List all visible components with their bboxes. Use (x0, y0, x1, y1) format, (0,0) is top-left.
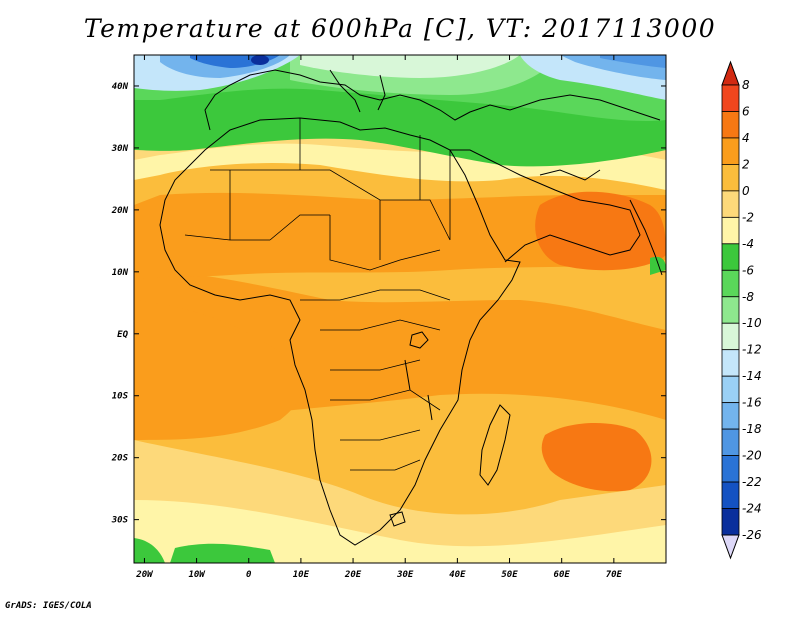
chart-title: Temperature at 600hPa [C], VT: 201711300… (83, 14, 717, 43)
field-nw-coldcore (251, 55, 269, 65)
y-tick-label: 30S (111, 516, 129, 526)
india-coast (629, 199, 663, 276)
colorbar-swatch (721, 481, 740, 509)
colorbar-swatch (721, 296, 740, 324)
field-e-green (650, 256, 666, 275)
colorbar-label: -2 (742, 210, 754, 224)
colorbar-label: 0 (742, 184, 750, 198)
colorbar-swatch (721, 455, 740, 483)
coastlines (159, 69, 663, 546)
colorbar-swatch (721, 428, 740, 456)
colorbar-swatch (721, 322, 740, 351)
colorbar-label: 2 (742, 157, 750, 171)
field-arabia-hot (535, 191, 666, 271)
colorbar-label: -16 (742, 396, 762, 410)
colorbar-label: -18 (742, 422, 762, 436)
x-tick-label: 50E (501, 570, 518, 580)
lake-tanganyika (404, 359, 411, 391)
y-tick-label: 20N (111, 206, 129, 216)
red-sea-arabia (450, 149, 641, 263)
colorbar-swatch (721, 216, 740, 245)
field-atlantic-orange (134, 300, 302, 440)
field-south-lightyellow (134, 500, 666, 563)
x-tick-label: 0 (246, 570, 252, 580)
colorbar-swatch (721, 349, 740, 377)
madagascar-coastline (479, 404, 511, 486)
colorbar-label: -8 (742, 290, 754, 304)
lesotho (389, 511, 406, 527)
y-tick-label: EQ (117, 330, 128, 340)
greece (377, 74, 386, 111)
colorbar-swatch (721, 508, 740, 536)
y-tick-label: 10N (112, 268, 129, 278)
field-madagascar-hot (541, 423, 652, 492)
colorbar-label: -24 (742, 502, 762, 516)
country-borders (184, 118, 451, 471)
colorbar-label: 4 (742, 131, 750, 145)
colorbar-swatch (721, 190, 740, 218)
africa-coastline (159, 117, 521, 546)
y-tick-label: 40N (112, 82, 129, 92)
x-tick-label: 20W (135, 570, 154, 580)
colorbar-label: -12 (742, 343, 762, 357)
colorbar-label: 6 (742, 104, 750, 118)
colorbar-label: 8 (742, 78, 750, 92)
lake-malawi (427, 394, 433, 421)
field-ne-deepblue (600, 55, 666, 68)
colorbar-swatch (721, 111, 740, 139)
colorbar-swatch (721, 402, 740, 430)
colorbar-swatch (721, 375, 740, 404)
x-tick-label: 70E (606, 570, 623, 580)
axes: 20W 10W 0 10E 20E 30E 40E 50E 60E 70E 40N 30N 20N 10N… (111, 55, 666, 580)
colorbar-label: -20 (742, 449, 762, 463)
x-tick-label: 10E (293, 570, 310, 580)
field-europe-pale (300, 55, 520, 78)
plot-frame (133, 54, 667, 564)
europe-coast (204, 69, 661, 131)
colorbar-swatch (721, 137, 740, 165)
colorbar-label: -22 (742, 475, 762, 489)
y-tick-label: 20S (111, 454, 129, 464)
colorbar: 8 6 4 2 0 -2 -4 -6 -8 -10 -12 -14 -16 -18 -20 -22 -24 -26 (721, 60, 762, 560)
colorbar-label: -6 (742, 263, 754, 277)
field-sw-green (134, 538, 165, 563)
colorbar-swatch (721, 269, 740, 298)
grads-credit: GrADS: IGES/COLA (5, 601, 92, 611)
temperature-field (134, 55, 666, 563)
colorbar-bottom-arrow (721, 534, 740, 560)
x-tick-label: 20E (344, 570, 362, 580)
y-tick-label: 10S (112, 392, 129, 402)
colorbar-top-arrow (721, 60, 740, 86)
arabia-gulf (539, 169, 601, 181)
colorbar-label: -10 (742, 316, 762, 330)
y-tick-label: 30N (111, 144, 129, 154)
italy (329, 69, 361, 113)
colorbar-label: -14 (742, 369, 762, 383)
colorbar-swatch (721, 84, 740, 112)
colorbar-label: -26 (742, 528, 762, 542)
colorbar-label: -4 (742, 237, 754, 251)
x-tick-label: 10W (188, 570, 206, 580)
x-tick-label: 40E (449, 570, 466, 580)
x-tick-label: 60E (554, 570, 571, 580)
x-tick-label: 30E (396, 570, 414, 580)
colorbar-swatch (721, 243, 740, 271)
field-sahel-orange (134, 192, 666, 280)
colorbar-swatch (721, 164, 740, 192)
lake-victoria (409, 331, 429, 349)
